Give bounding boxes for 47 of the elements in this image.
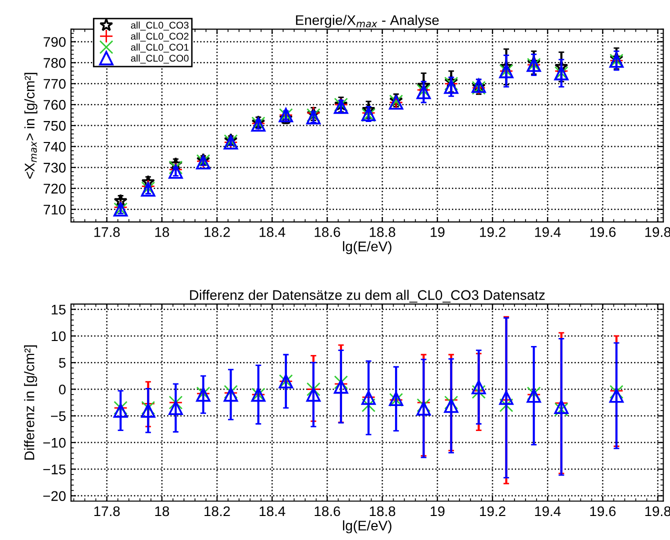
x-tick-label: 18.2 <box>204 227 230 238</box>
legend-label: all_CL0_CO1 <box>131 44 188 53</box>
y-tick-label: 750 <box>44 120 66 131</box>
y-tick-label: 740 <box>44 142 66 152</box>
x-tick-label: 18.8 <box>370 227 396 238</box>
y-tick-label: 15 <box>52 304 66 315</box>
legend-label: all_CL0_CO3 <box>131 22 189 30</box>
legend-label: all_CL0_CO2 <box>131 32 188 42</box>
x-tick-label: 19.4 <box>535 227 561 238</box>
x-tick-label: 19.2 <box>480 227 506 238</box>
x-axis-title: lg(E/eV) <box>343 520 392 534</box>
y-tick-label: 720 <box>44 184 66 194</box>
x-tick-label: 18.4 <box>260 227 286 238</box>
x-tick-label: 18.6 <box>314 506 340 516</box>
chart-title: Differenz der Datensätze zu dem all_CL0_CO3 Datensatz <box>190 290 545 303</box>
x-tick-label: 18.8 <box>370 506 396 516</box>
y-axis-title: <X$_{max}$> in [g/cm²] <box>24 72 38 179</box>
x-tick-label: 19.6 <box>590 506 616 516</box>
x-tick-label: 19 <box>430 227 444 238</box>
x-tick-label: 19 <box>430 506 444 516</box>
y-tick-label: 790 <box>44 37 66 47</box>
y-tick-label: 5 <box>58 358 66 368</box>
y-tick-label: 10 <box>52 331 66 342</box>
x-tick-label: 18.2 <box>204 506 230 516</box>
x-tick-label: 19.4 <box>535 506 561 516</box>
y-tick-label: 780 <box>44 58 66 68</box>
chart-title: Energie/X$_{max}$ - Analyse <box>296 14 439 28</box>
y-tick-label: 760 <box>44 100 66 110</box>
x-tick-label: 18 <box>155 506 170 516</box>
y-tick-label: −10 <box>43 438 66 448</box>
y-tick-label: −20 <box>43 491 66 501</box>
y-tick-label: 710 <box>44 204 66 215</box>
y-tick-label: 730 <box>44 162 66 173</box>
x-tick-label: 18 <box>155 227 170 238</box>
y-tick-label: 770 <box>44 78 66 89</box>
x-axis-title: lg(E/eV) <box>343 241 392 254</box>
y-tick-label: −15 <box>43 464 66 474</box>
x-tick-label: 18.4 <box>260 506 286 516</box>
y-tick-label: 0 <box>58 384 66 394</box>
x-tick-label: 17.8 <box>94 506 120 516</box>
y-tick-label: −5 <box>51 411 66 422</box>
x-tick-label: 17.8 <box>94 227 120 238</box>
x-tick-label: 19.2 <box>480 506 506 516</box>
x-tick-label: 18.6 <box>314 227 340 238</box>
legend-label: all_CL0_CO0 <box>131 54 189 64</box>
x-tick-label: 19.6 <box>590 227 616 238</box>
y-axis-title: Differenz in [g/cm²] <box>24 345 38 460</box>
